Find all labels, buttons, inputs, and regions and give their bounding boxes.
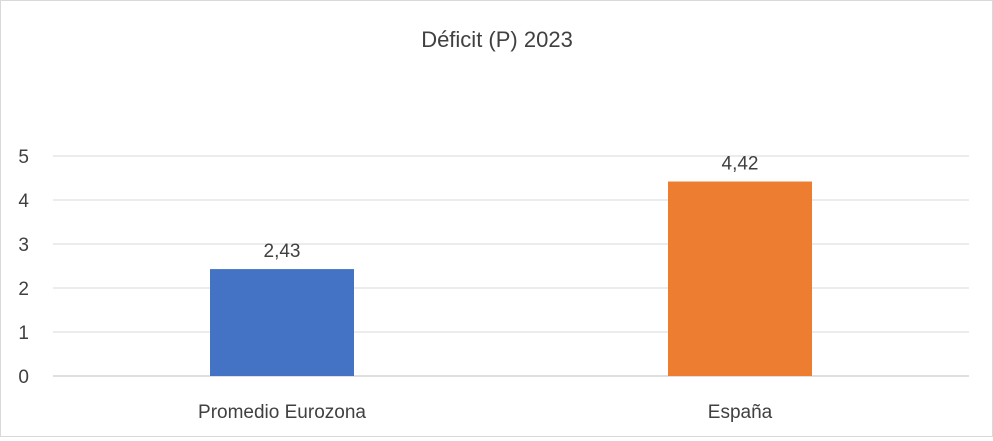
y-tick-label: 5 (18, 147, 29, 168)
data-label: 4,42 (722, 154, 759, 175)
chart-title: Déficit (P) 2023 (421, 27, 573, 52)
y-tick-label: 0 (18, 367, 29, 388)
x-tick-label: Promedio Eurozona (198, 402, 366, 423)
bar (210, 269, 354, 376)
y-tick-label: 2 (18, 279, 29, 300)
bar (668, 181, 812, 376)
data-label: 2,43 (264, 241, 301, 262)
y-tick-label: 1 (18, 323, 29, 344)
y-tick-label: 3 (18, 235, 29, 256)
y-tick-label: 4 (18, 191, 29, 212)
x-tick-label: España (708, 402, 773, 423)
